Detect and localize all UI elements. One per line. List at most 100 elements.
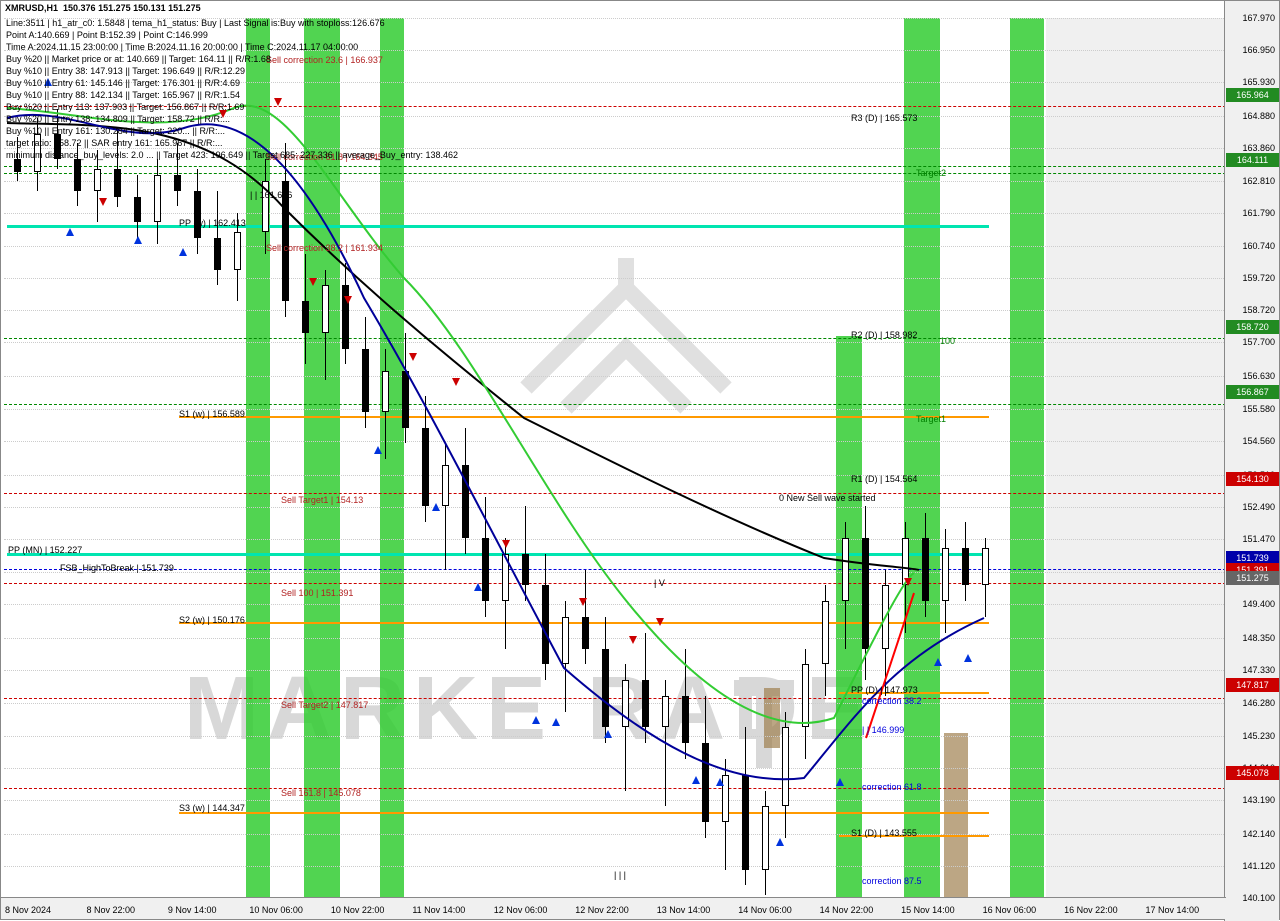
level-line	[4, 698, 1226, 699]
candle-body	[822, 601, 829, 664]
candle-body	[154, 175, 161, 222]
gridline	[4, 246, 1226, 247]
arrow-up-icon	[552, 718, 560, 726]
gridline	[4, 638, 1226, 639]
chart-annotation: S1 (w) | 156.589	[179, 409, 245, 419]
level-line	[4, 166, 1226, 167]
price-badge: 151.275	[1226, 571, 1279, 585]
candle-body	[542, 585, 549, 664]
y-tick-label: 142.140	[1242, 829, 1275, 839]
price-badge: 145.078	[1226, 766, 1279, 780]
chart-annotation: S2 (w) | 150.176	[179, 615, 245, 625]
gridline	[4, 736, 1226, 737]
candle-body	[662, 696, 669, 728]
chart-annotation: 0 New Sell wave started	[779, 493, 876, 503]
arrow-up-icon	[532, 716, 540, 724]
price-badge: 158.720	[1226, 320, 1279, 334]
indicator-header-line: Buy %20 || Entry 113: 137.903 || Target:…	[6, 102, 244, 112]
chart-annotation: Sell correction 38.2 | 161.934	[266, 243, 383, 253]
candle-body	[462, 465, 469, 538]
arrow-up-icon	[134, 236, 142, 244]
session-zone-alt	[764, 688, 780, 748]
gridline	[4, 768, 1226, 769]
indicator-header-line: Buy %10 || Entry 38: 147.913 || Target: …	[6, 66, 245, 76]
x-tick-label: 10 Nov 06:00	[249, 905, 303, 915]
arrow-down-icon	[344, 296, 352, 304]
gridline	[4, 800, 1226, 801]
x-tick-label: 16 Nov 06:00	[983, 905, 1037, 915]
gridline	[4, 703, 1226, 704]
gridline	[4, 441, 1226, 442]
candle-body	[782, 727, 789, 806]
arrow-up-icon	[66, 228, 74, 236]
arrow-up-icon	[474, 583, 482, 591]
chart-annotation: S3 (w) | 144.347	[179, 803, 245, 813]
indicator-header-line: Buy %10 || Entry 88: 142.134 || Target: …	[6, 90, 240, 100]
arrow-up-icon	[716, 778, 724, 786]
y-tick-label: 149.400	[1242, 599, 1275, 609]
gridline	[4, 475, 1226, 476]
candle-body	[234, 232, 241, 270]
price-badge: 164.111	[1226, 153, 1279, 167]
gridline	[4, 310, 1226, 311]
gridline	[4, 278, 1226, 279]
x-tick-label: 13 Nov 14:00	[657, 905, 711, 915]
y-tick-label: 156.630	[1242, 371, 1275, 381]
arrow-down-icon	[502, 540, 510, 548]
candle-body	[214, 238, 221, 270]
gridline	[4, 376, 1226, 377]
level-line	[4, 493, 1226, 494]
y-axis: 167.970166.950165.930164.880163.860162.8…	[1224, 1, 1279, 921]
candle-body	[562, 617, 569, 664]
arrow-up-icon	[836, 778, 844, 786]
arrow-up-icon	[604, 730, 612, 738]
candle-body	[682, 696, 689, 743]
candle-body	[522, 554, 529, 586]
chart-annotation: Sell Target1 | 154.13	[281, 495, 363, 505]
chart-annotation: PP (w) | 162.413	[179, 218, 246, 228]
candle-body	[362, 349, 369, 412]
candle-body	[262, 181, 269, 232]
gridline	[4, 539, 1226, 540]
chart-area[interactable]: MARKE RADE Sell correction	[4, 18, 1226, 898]
candle-body	[482, 538, 489, 601]
candle-body	[622, 680, 629, 727]
gridline	[4, 670, 1226, 671]
level-line	[4, 569, 1226, 570]
chart-container: MARKE RADE Sell correction	[0, 0, 1280, 920]
y-tick-label: 140.100	[1242, 893, 1275, 903]
x-tick-label: 17 Nov 14:00	[1146, 905, 1200, 915]
x-axis: 8 Nov 20248 Nov 22:009 Nov 14:0010 Nov 0…	[1, 897, 1226, 919]
y-tick-label: 143.190	[1242, 795, 1275, 805]
indicator-header-line: Buy %10 || Entry 161: 130.284 || Target:…	[6, 126, 225, 136]
candle-body	[322, 285, 329, 332]
chart-annotation: Target2	[916, 168, 946, 178]
chart-annotation: Sell correction 23.6 | 166.937	[266, 55, 383, 65]
y-tick-label: 165.930	[1242, 77, 1275, 87]
pivot-line	[179, 812, 989, 814]
y-tick-label: 164.880	[1242, 111, 1275, 121]
candle-wick	[445, 443, 446, 569]
indicator-header-line: minimum distance_buy_levels: 2.0 ... || …	[6, 150, 458, 160]
gridline	[4, 866, 1226, 867]
candle-body	[194, 191, 201, 238]
candle-body	[802, 664, 809, 727]
y-tick-label: 160.740	[1242, 241, 1275, 251]
arrow-up-icon	[692, 776, 700, 784]
chart-annotation: 100	[940, 336, 955, 346]
watermark-arrow-icon	[496, 228, 756, 428]
arrow-down-icon	[99, 198, 107, 206]
x-tick-label: 8 Nov 2024	[5, 905, 51, 915]
candle-body	[114, 169, 121, 197]
y-tick-label: 146.280	[1242, 698, 1275, 708]
candle-body	[94, 169, 101, 191]
candle-body	[442, 465, 449, 506]
arrow-up-icon	[179, 248, 187, 256]
y-tick-label: 163.860	[1242, 143, 1275, 153]
indicator-header-line: Buy %10 || Entry 61: 145.146 || Target: …	[6, 78, 240, 88]
pivot-line	[179, 416, 989, 418]
x-tick-label: 11 Nov 14:00	[412, 905, 465, 915]
chart-annotation: Sell Target2 | 147.817	[281, 700, 368, 710]
indicator-header-line: Time A:2024.11.15 23:00:00 | Time B:2024…	[6, 42, 358, 52]
candle-body	[342, 285, 349, 348]
